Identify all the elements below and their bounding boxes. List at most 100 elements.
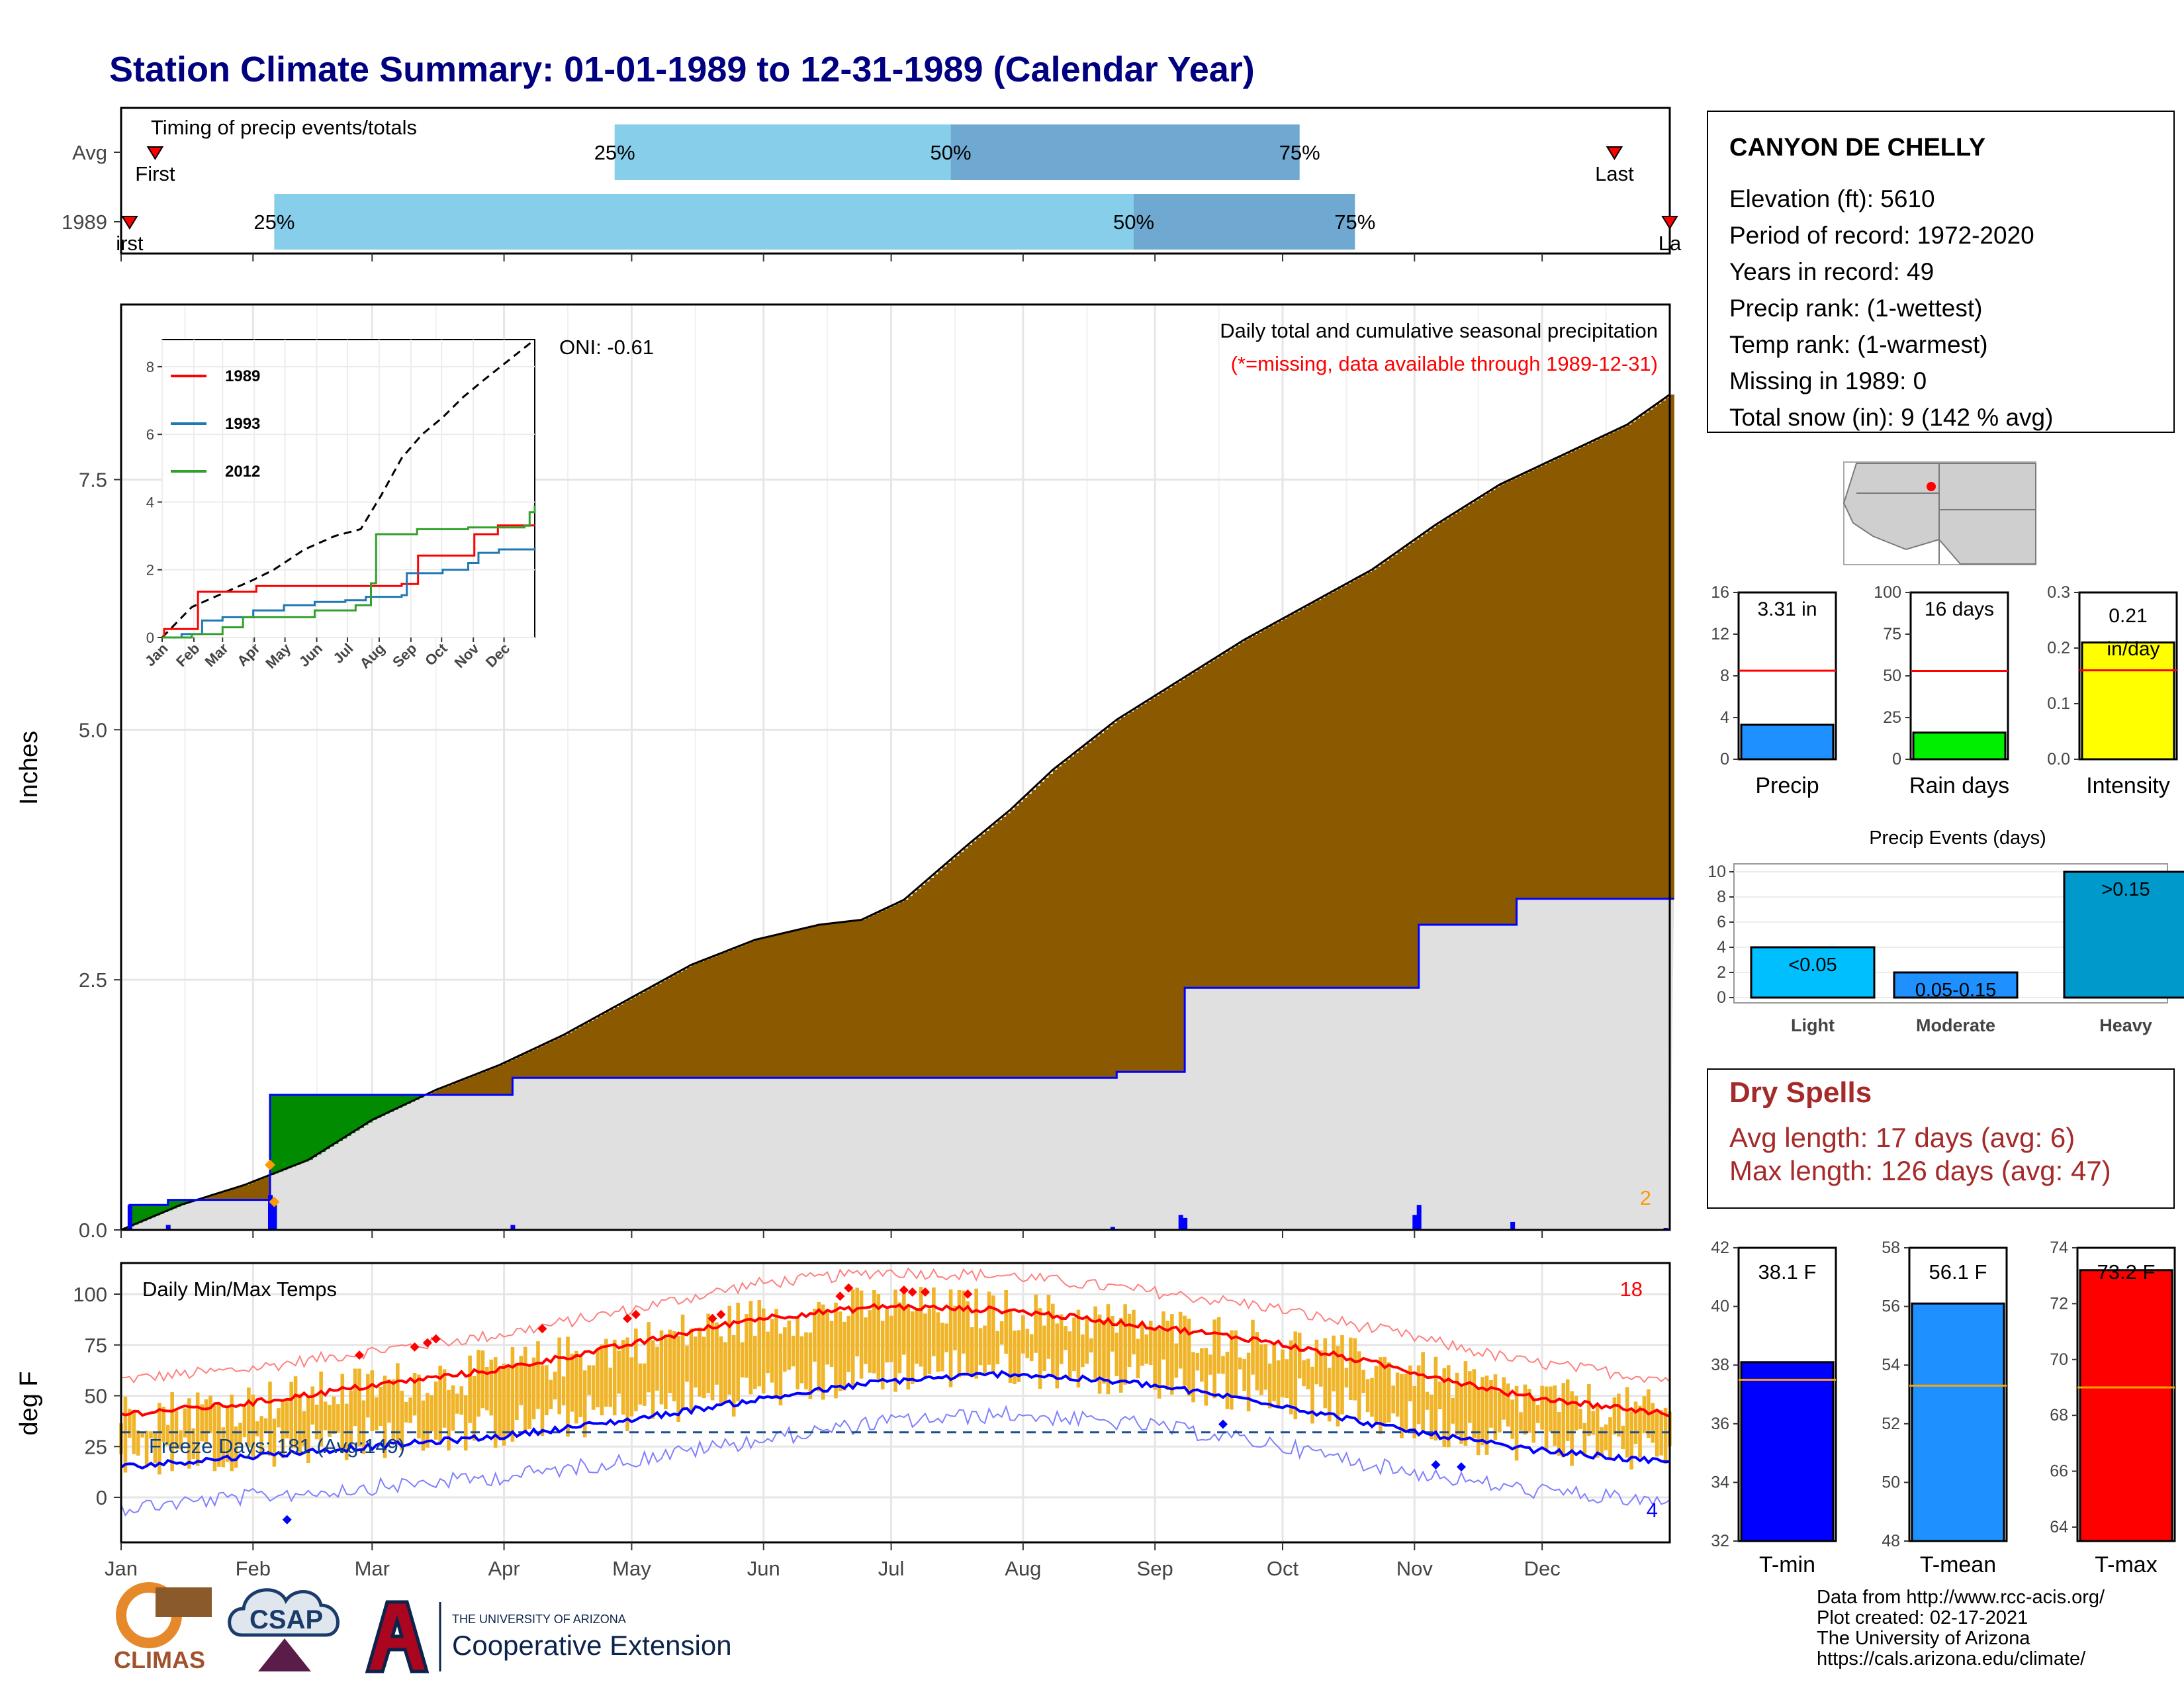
precip-frame-border [120,303,1671,1231]
temp-bar-value-label: 38.1 F [1758,1260,1817,1284]
inset-legend-label: 1989 [225,367,260,385]
locator-map [1843,461,2036,565]
inset-ytick-label: 0 [146,630,154,646]
cumulative-1989-line [121,898,1674,1231]
station-detail: Elevation (ft): 5610 [1729,185,1935,212]
temp-bar-ytick-label: 66 [2050,1462,2068,1481]
summary-ytick-label: 4 [1720,708,1729,727]
station-info: CANYON DE CHELLY Elevation (ft): 5610 Per… [1707,111,2175,433]
station-detail: Missing in 1989: 0 [1729,367,1927,395]
inset-series-line [162,547,536,639]
summary-bar-label: Precip [1755,773,1819,798]
events-bar [1750,946,1876,999]
daily-precip-bar [165,1225,171,1230]
record-high-marker [431,1334,441,1344]
csap-logo: CSAP [228,1588,340,1671]
station-location-marker [1927,482,1936,491]
first-event-label: First [135,162,175,185]
dry-spells-avg: Avg length: 17 days (avg: 6) [1729,1122,2075,1153]
temp-bar-ytick-label: 34 [1711,1473,1729,1491]
record-high-marker [899,1285,909,1295]
csap-cloud [228,1588,340,1637]
month-label: Nov [1396,1557,1433,1580]
temp-ytick-label: 75 [85,1334,107,1357]
inset-ytick-label: 6 [146,426,154,443]
precip-panel: 0.0 2.5 5.0 7.5 Inches Daily total and cumu… [15,303,1674,1242]
climas-emblem-block [156,1587,212,1617]
summary-bar-label: Rain days [1909,773,2009,798]
ua-small-text: THE UNIVERSITY OF ARIZONA [452,1613,626,1626]
max-count: 18 [1620,1278,1643,1301]
daily-precip-bar [1178,1215,1183,1230]
snow-marker [265,1159,275,1170]
last-event-label: Last [1595,162,1634,185]
timing-bar-50-75 [950,124,1300,180]
footer: CLIMAS CSAP THE UNIVERSITY OF ARIZONA Co… [114,1582,2105,1673]
daily-precip-bar [510,1225,516,1230]
events-ytick-label: 6 [1717,913,1726,931]
record-low-marker [1431,1460,1441,1470]
observed-area [121,898,1674,1230]
temp-bar-ytick-label: 64 [2050,1518,2068,1536]
last-event-marker [1606,146,1623,160]
ua-big-text: Cooperative Extension [452,1630,732,1661]
station-frame [1707,111,2175,433]
timing-pct-75: 75% [1334,211,1375,234]
summary-bar [2081,641,2175,761]
events-ytick-label: 2 [1717,963,1726,982]
inset-avg-line [161,338,535,639]
inset-ytick-label: 8 [146,359,154,375]
cumulative-avg-line [120,393,1670,1231]
temp-bar [2079,1269,2173,1542]
timing-title: Timing of precip events/totals [151,116,417,139]
events-ytick-label: 8 [1717,888,1726,906]
temp-bar-label: T-min [1759,1552,1815,1577]
daily-precip-bar [268,1195,273,1230]
station-detail: Precip rank: (1-wettest) [1729,295,1982,322]
daily-precip-bar [127,1205,132,1230]
csap-mountain [258,1638,311,1671]
dry-spells-frame [1707,1068,2175,1209]
temp-bar-ytick-label: 54 [1882,1356,1900,1374]
summary-ytick-label: 75 [1883,625,1901,643]
snow-marker [269,1196,280,1207]
record-high-marker [410,1342,420,1352]
inset-frame [161,339,535,638]
events-ytick-label: 4 [1717,938,1726,957]
summary-bar [1740,724,1835,761]
temp-ytick-label: 100 [73,1283,107,1306]
month-label: Sep [1137,1557,1173,1580]
timing-pct-50: 50% [931,141,972,164]
temp-frame-border [120,1262,1671,1544]
record-high-marker [844,1283,854,1293]
temp-bar-ytick-label: 52 [1882,1415,1900,1433]
events-bar [1893,971,2019,999]
summary-ytick-label: 50 [1883,667,1901,685]
record-high-marker [835,1291,845,1301]
month-label: Dec [1524,1557,1561,1580]
summary-ytick-label: 0.1 [2047,694,2070,713]
record-min-line [120,1405,1670,1517]
timing-bar-25-50 [274,194,1134,250]
temp-bar-ytick-label: 56 [1882,1297,1900,1316]
temp-bar-ytick-label: 40 [1711,1297,1729,1316]
footer-line: The University of Arizona [1817,1628,2030,1649]
timing-pct-25: 25% [253,211,295,234]
freeze-days: Freeze Days: 181 (Avg:149) [149,1434,405,1458]
events-bar-label: Light [1791,1015,1835,1035]
first-event-marker [121,216,138,230]
precip-ytick-label: 2.5 [79,968,107,992]
footer-line: Data from http://www.rcc-acis.org/ [1817,1587,2105,1608]
ua-logo: THE UNIVERSITY OF ARIZONA Cooperative Ex… [365,1600,732,1673]
timing-pct-25: 25% [594,141,635,164]
month-label: Mar [355,1557,390,1580]
record-high-marker [921,1287,930,1297]
timing-row-label: Avg [72,141,107,164]
page-title: Station Climate Summary: 01-01-1989 to 1… [109,50,1255,89]
station-name: CANYON DE CHELLY [1729,134,1985,162]
record-low-marker [282,1515,292,1524]
temp-bar-value-label: 73.2 F [2097,1260,2156,1284]
timing-pct-50: 50% [1113,211,1154,234]
first-event-marker [146,146,164,160]
